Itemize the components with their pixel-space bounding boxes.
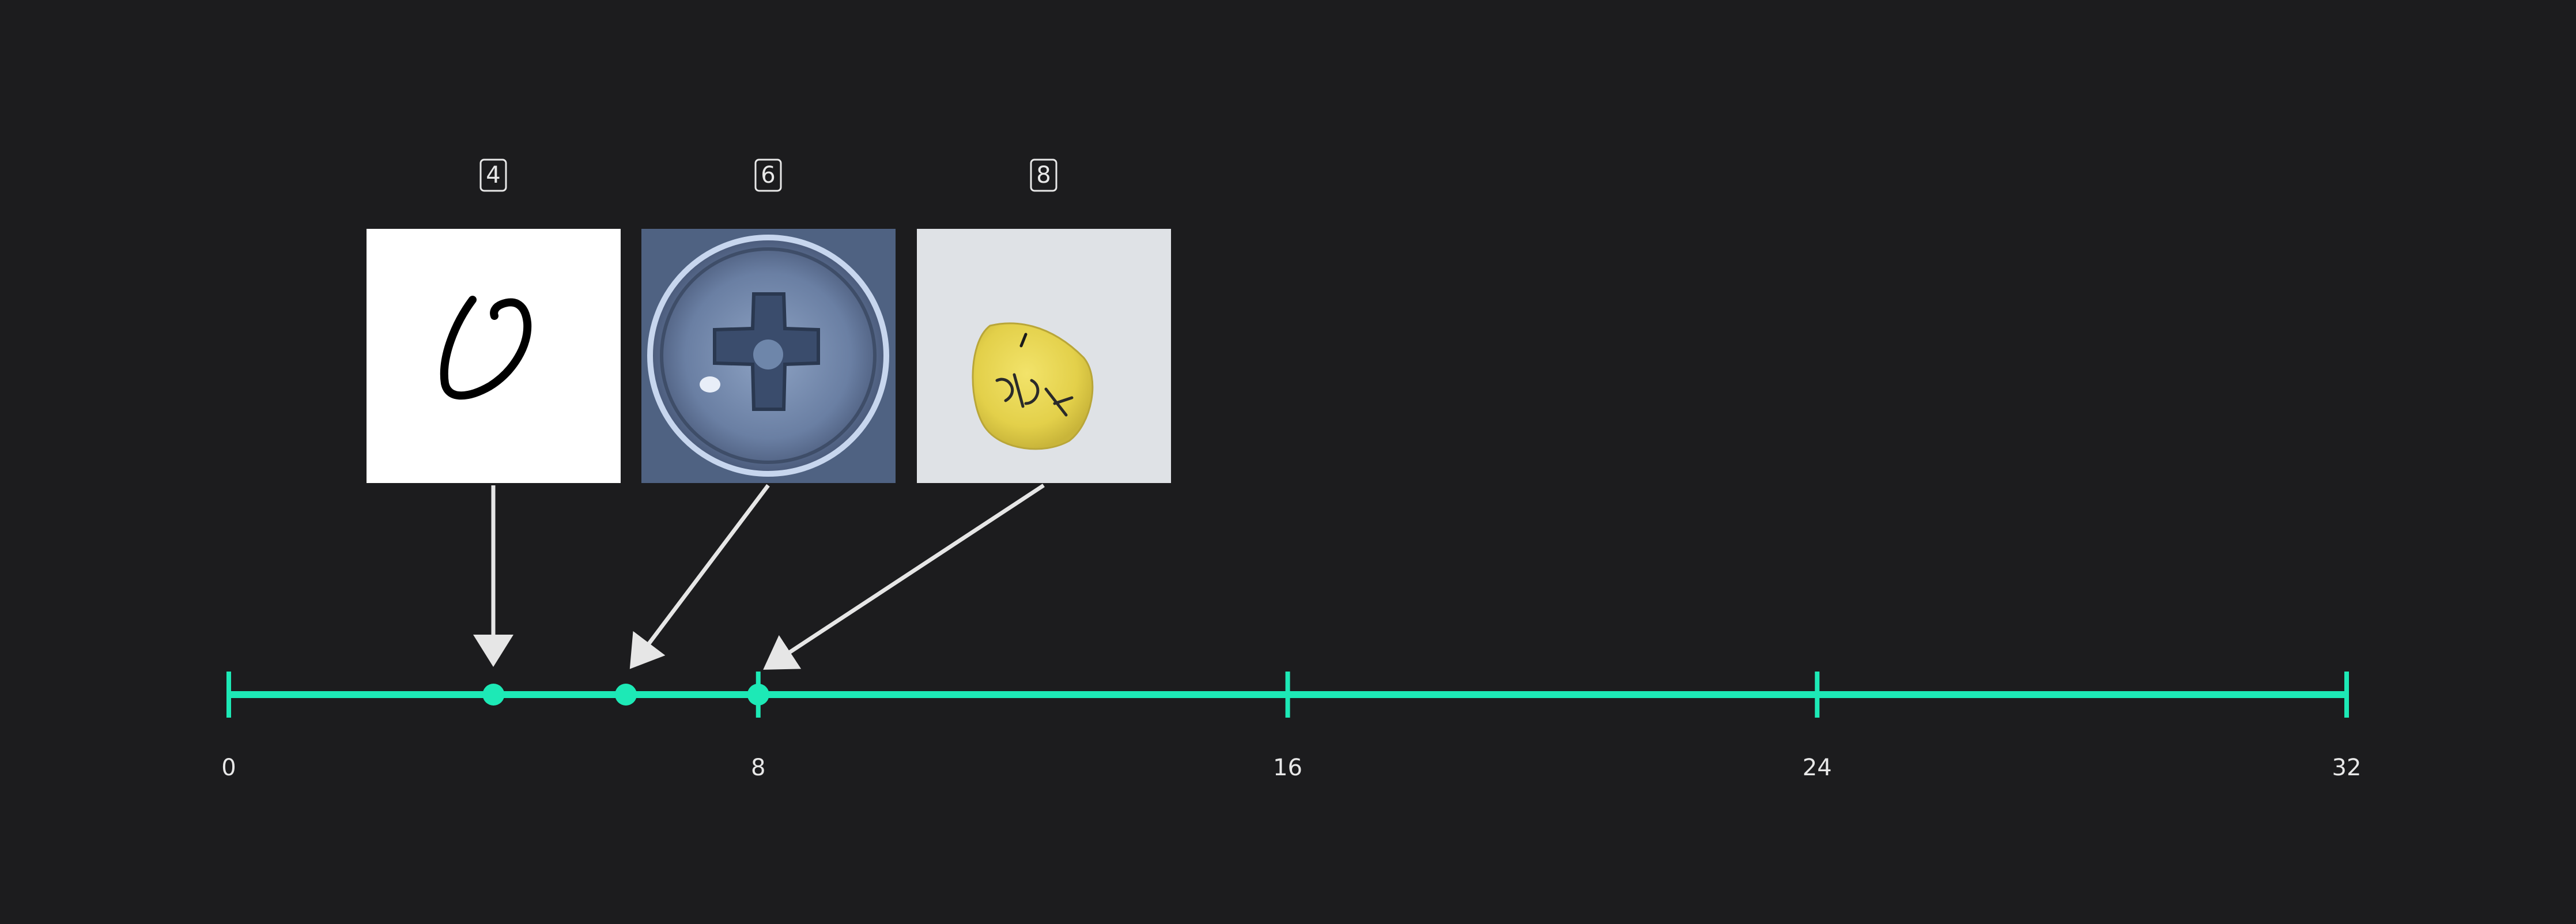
axis-points [482,684,769,706]
axis-tick-label: 24 [1803,755,1832,781]
axis-tick-label: 0 [221,755,236,781]
axis-point-6 [615,684,637,706]
value-badge-4: 4 [479,159,507,192]
image-yellow-pill [917,229,1171,483]
axis-tick-label: 32 [2332,755,2362,781]
value-badge-8: 8 [1030,159,1057,192]
value-badge-label: 4 [486,162,500,188]
number-line-axis: 0 8 16 24 32 [221,672,2361,781]
arrow-to-6 [629,484,770,669]
connector-arrows [473,484,1045,670]
axis-tick-label: 8 [751,755,765,781]
value-badge-6: 6 [754,159,782,192]
arrow-to-8 [763,484,1045,670]
value-badge-label: 6 [761,162,775,188]
axis-point-8 [747,684,769,706]
image-handwritten-zero [367,229,621,483]
axis-tick-label: 16 [1273,755,1302,781]
image-phillips-screw [641,229,896,483]
axis-point-4 [482,684,505,706]
value-badge-label: 8 [1036,162,1051,188]
